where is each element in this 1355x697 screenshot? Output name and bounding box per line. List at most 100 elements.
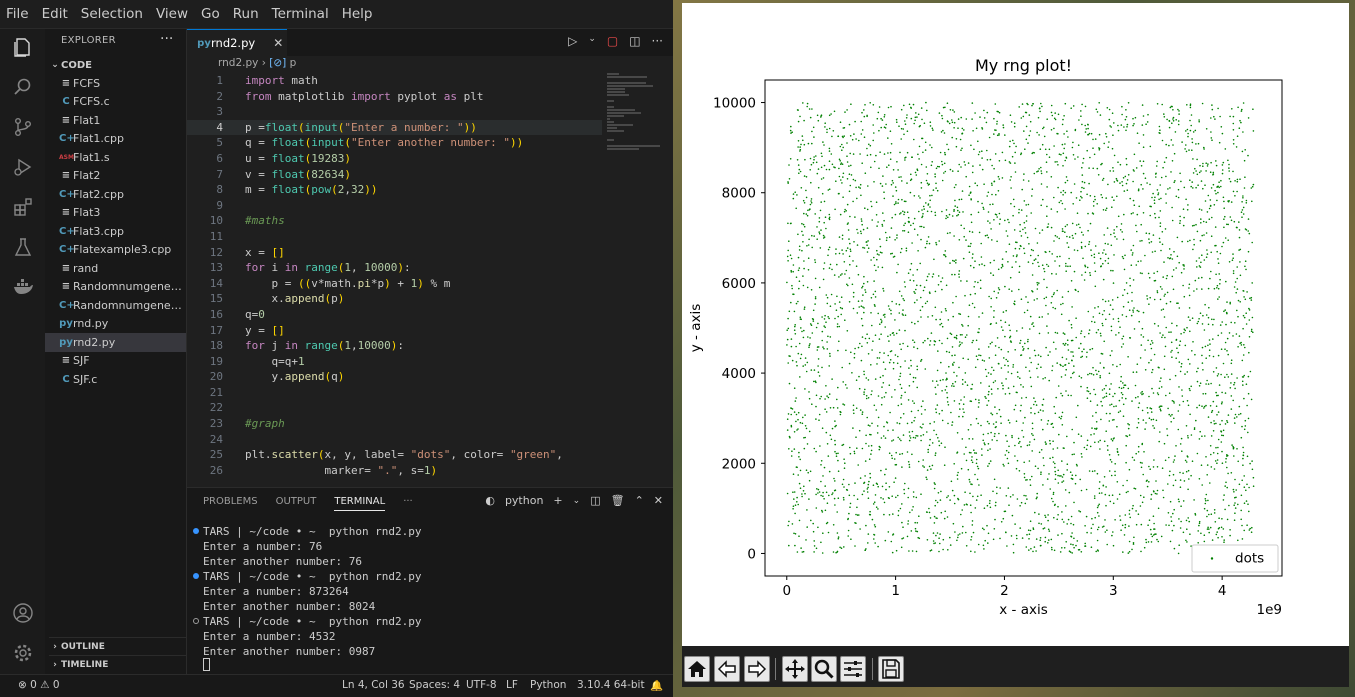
chevron-down-icon[interactable]: ⌄	[588, 34, 596, 44]
code-line[interactable]: 23 #graph	[187, 416, 602, 432]
home-icon[interactable]	[684, 656, 710, 682]
tab-output[interactable]: OUTPUT	[275, 496, 317, 507]
menu-selection[interactable]: Selection	[80, 5, 143, 22]
file-item[interactable]: ≡ Flat1	[45, 111, 186, 130]
file-item[interactable]: ≡ rand	[45, 259, 186, 278]
code-line[interactable]: 9	[187, 198, 602, 214]
code-line[interactable]: 11	[187, 229, 602, 245]
code-line[interactable]: 1 import math	[187, 73, 602, 89]
folder-code[interactable]: ⌄ CODE	[49, 57, 187, 73]
code-line[interactable]: 16 q=0	[187, 307, 602, 323]
outline-section[interactable]: › OUTLINE	[49, 637, 187, 655]
breadcrumb-file[interactable]: rnd2.py	[218, 57, 259, 69]
more-actions-icon[interactable]: ···	[160, 31, 174, 47]
file-item[interactable]: ASM Flat1.s	[45, 148, 186, 167]
command-decoration-icon[interactable]	[193, 528, 199, 534]
split-editor-icon[interactable]: ◫	[629, 34, 641, 48]
file-item[interactable]: ≡ Flat3	[45, 204, 186, 223]
file-item[interactable]: C+ Flatexample3.cpp	[45, 241, 186, 260]
code-line[interactable]: 2 from matplotlib import pyplot as plt	[187, 89, 602, 105]
run-file-icon[interactable]: ▷	[568, 34, 578, 48]
menu-edit[interactable]: Edit	[41, 5, 68, 22]
file-item[interactable]: ≡ Flat2	[45, 167, 186, 186]
minimap[interactable]	[607, 73, 667, 153]
split-terminal-icon[interactable]: ◫	[590, 494, 601, 507]
timeline-section[interactable]: › TIMELINE	[49, 655, 187, 673]
encoding[interactable]: UTF-8	[466, 679, 497, 691]
terminal-shell-name[interactable]: python	[504, 494, 544, 507]
terminal[interactable]: TARS | ~/code • ~ python rnd2.py Enter a …	[193, 524, 663, 659]
code-line[interactable]: 12 x = []	[187, 245, 602, 261]
menu-run[interactable]: Run	[232, 5, 259, 22]
new-terminal-icon[interactable]: +	[553, 494, 563, 507]
zoom-icon[interactable]	[811, 656, 837, 682]
cursor-position[interactable]: Ln 4, Col 36	[342, 679, 405, 691]
code-line[interactable]: 17 y = []	[187, 323, 602, 339]
trash-icon[interactable]: 🗑	[610, 494, 625, 507]
tab-more[interactable]: ···	[403, 496, 413, 507]
code-editor[interactable]: 1 import math 2 from matplotlib import pypl…	[187, 73, 602, 487]
code-line[interactable]: 15 x.append(p)	[187, 291, 602, 307]
file-item[interactable]: ≡ SJF	[45, 352, 186, 371]
file-item[interactable]: C FCFS.c	[45, 93, 186, 112]
code-line[interactable]: 21	[187, 385, 602, 401]
more-actions-icon[interactable]: ···	[651, 34, 663, 48]
code-line[interactable]: 19 q=q+1	[187, 354, 602, 370]
forward-icon[interactable]	[744, 656, 770, 682]
figure-canvas[interactable]: 0 1 2 3 4 0 2000 4000 6000 8000 10000 My rng plot!…	[682, 3, 1349, 646]
chevron-down-icon[interactable]: ⌄	[572, 495, 581, 506]
language-mode[interactable]: Python	[530, 679, 567, 691]
menu-help[interactable]: Help	[341, 5, 373, 22]
run-debug-icon[interactable]	[12, 156, 34, 178]
extensions-icon[interactable]	[12, 196, 34, 218]
file-item[interactable]: C+ Flat3.cpp	[45, 222, 186, 241]
file-item[interactable]: py rnd.py	[45, 315, 186, 334]
configure-subplots-icon[interactable]	[840, 656, 866, 682]
file-item[interactable]: py rnd2.py	[45, 333, 186, 352]
explorer-icon[interactable]	[12, 36, 34, 58]
account-icon[interactable]	[12, 602, 34, 624]
code-line[interactable]: 25 plt.scatter(x, y, label= "dots", color…	[187, 447, 602, 463]
menu-go[interactable]: Go	[201, 5, 220, 22]
indentation[interactable]: Spaces: 4	[409, 679, 461, 691]
search-icon[interactable]	[12, 76, 34, 98]
close-icon[interactable]: ✕	[273, 36, 284, 50]
tab-problems[interactable]: PROBLEMS	[203, 496, 258, 507]
docker-icon[interactable]	[12, 276, 34, 298]
tab-rnd2-py[interactable]: py rnd2.py ✕	[187, 29, 287, 56]
source-control-icon[interactable]	[12, 116, 34, 138]
file-item[interactable]: ≡ FCFS	[45, 74, 186, 93]
python-interpreter[interactable]: 3.10.4 64-bit	[577, 679, 645, 691]
save-icon[interactable]	[878, 656, 904, 682]
problems-count[interactable]: ⊗ 0 ⚠ 0	[18, 679, 60, 691]
code-line[interactable]: 14 p = ((v*math.pi*p) + 1) % m	[187, 276, 602, 292]
menu-terminal[interactable]: Terminal	[271, 5, 329, 22]
code-line[interactable]: 26 marker= ".", s=1)	[187, 463, 602, 479]
code-line[interactable]: 24	[187, 432, 602, 448]
stop-icon[interactable]: ▢	[606, 34, 619, 48]
notifications-icon[interactable]: 🔔	[650, 680, 664, 692]
pan-icon[interactable]	[782, 656, 808, 682]
code-line[interactable]: 22	[187, 400, 602, 416]
code-line[interactable]: 18 for j in range(1,10000):	[187, 338, 602, 354]
maximize-panel-icon[interactable]: ⌃	[634, 494, 644, 507]
command-decoration-icon[interactable]	[193, 618, 199, 624]
file-item[interactable]: C+ Flat1.cpp	[45, 130, 186, 149]
breadcrumb-symbol[interactable]: p	[289, 57, 297, 69]
code-line[interactable]: 3	[187, 104, 602, 120]
close-panel-icon[interactable]: ✕	[653, 494, 663, 507]
code-line[interactable]: 13 for i in range(1, 10000):	[187, 260, 602, 276]
file-item[interactable]: ≡ Randomnumgenera...	[45, 278, 186, 297]
menu-file[interactable]: File	[6, 5, 29, 22]
testing-icon[interactable]	[12, 236, 34, 258]
file-item[interactable]: C+ Flat2.cpp	[45, 185, 186, 204]
tab-terminal[interactable]: TERMINAL	[334, 496, 386, 511]
manage-gear-icon[interactable]	[12, 642, 34, 664]
code-line[interactable]: 20 y.append(q)	[187, 369, 602, 385]
code-line[interactable]: 10 #maths	[187, 213, 602, 229]
file-item[interactable]: C+ Randomnumgenera...	[45, 296, 186, 315]
back-icon[interactable]	[714, 656, 740, 682]
